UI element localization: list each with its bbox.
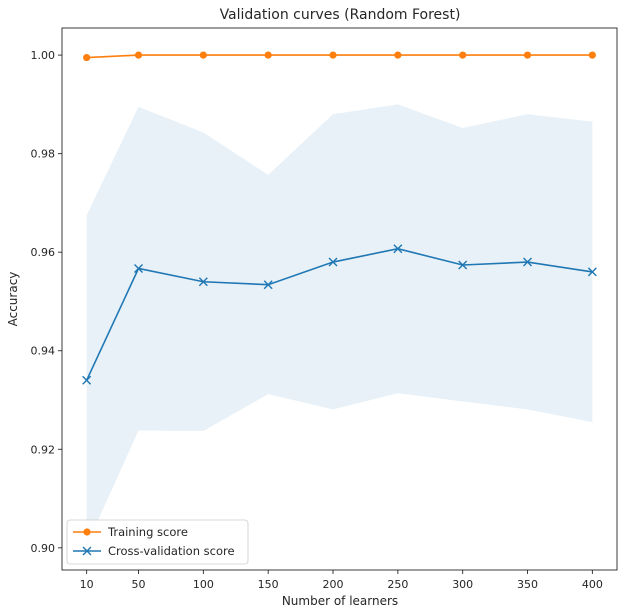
series-0-point bbox=[394, 52, 401, 59]
x-tick-label: 400 bbox=[582, 578, 603, 591]
y-tick-label: 1.00 bbox=[31, 49, 56, 62]
x-tick-label: 100 bbox=[193, 578, 214, 591]
x-axis-title: Number of learners bbox=[282, 594, 398, 608]
y-tick-label: 0.94 bbox=[31, 345, 56, 358]
legend-entry-label: Training score bbox=[107, 525, 188, 539]
plot-area: 10 50 100 150 200 250 300 350 400 0.90 0.92 0.94 0.9… bbox=[31, 28, 618, 591]
x-tick-label: 250 bbox=[387, 578, 408, 591]
legend: Training score Cross-validation score bbox=[67, 520, 248, 564]
legend-swatch-marker bbox=[83, 528, 90, 535]
x-tick-label: 300 bbox=[452, 578, 473, 591]
series-0-line bbox=[87, 55, 593, 57]
y-tick-label: 0.90 bbox=[31, 542, 56, 555]
series-0-point bbox=[265, 52, 272, 59]
y-axis-title: Accuracy bbox=[6, 272, 20, 327]
x-tick-label: 50 bbox=[132, 578, 146, 591]
y-tick-label: 0.96 bbox=[31, 246, 56, 259]
legend-entry-label: Cross-validation score bbox=[108, 544, 235, 558]
series-0-point bbox=[459, 52, 466, 59]
series-0-point bbox=[524, 52, 531, 59]
x-tick-label: 150 bbox=[258, 578, 279, 591]
chart-title: Validation curves (Random Forest) bbox=[220, 7, 461, 23]
x-tick-label: 10 bbox=[80, 578, 94, 591]
y-tick-label: 0.92 bbox=[31, 443, 56, 456]
series-0-point bbox=[200, 52, 207, 59]
series-0-point bbox=[329, 52, 336, 59]
series-0-point bbox=[589, 52, 596, 59]
series-1-confidence-band bbox=[87, 104, 593, 545]
y-tick-label: 0.98 bbox=[31, 148, 56, 161]
x-tick-label: 200 bbox=[323, 578, 344, 591]
series-0-point bbox=[83, 54, 90, 61]
x-tick-label: 350 bbox=[517, 578, 538, 591]
series-0-point bbox=[135, 52, 142, 59]
